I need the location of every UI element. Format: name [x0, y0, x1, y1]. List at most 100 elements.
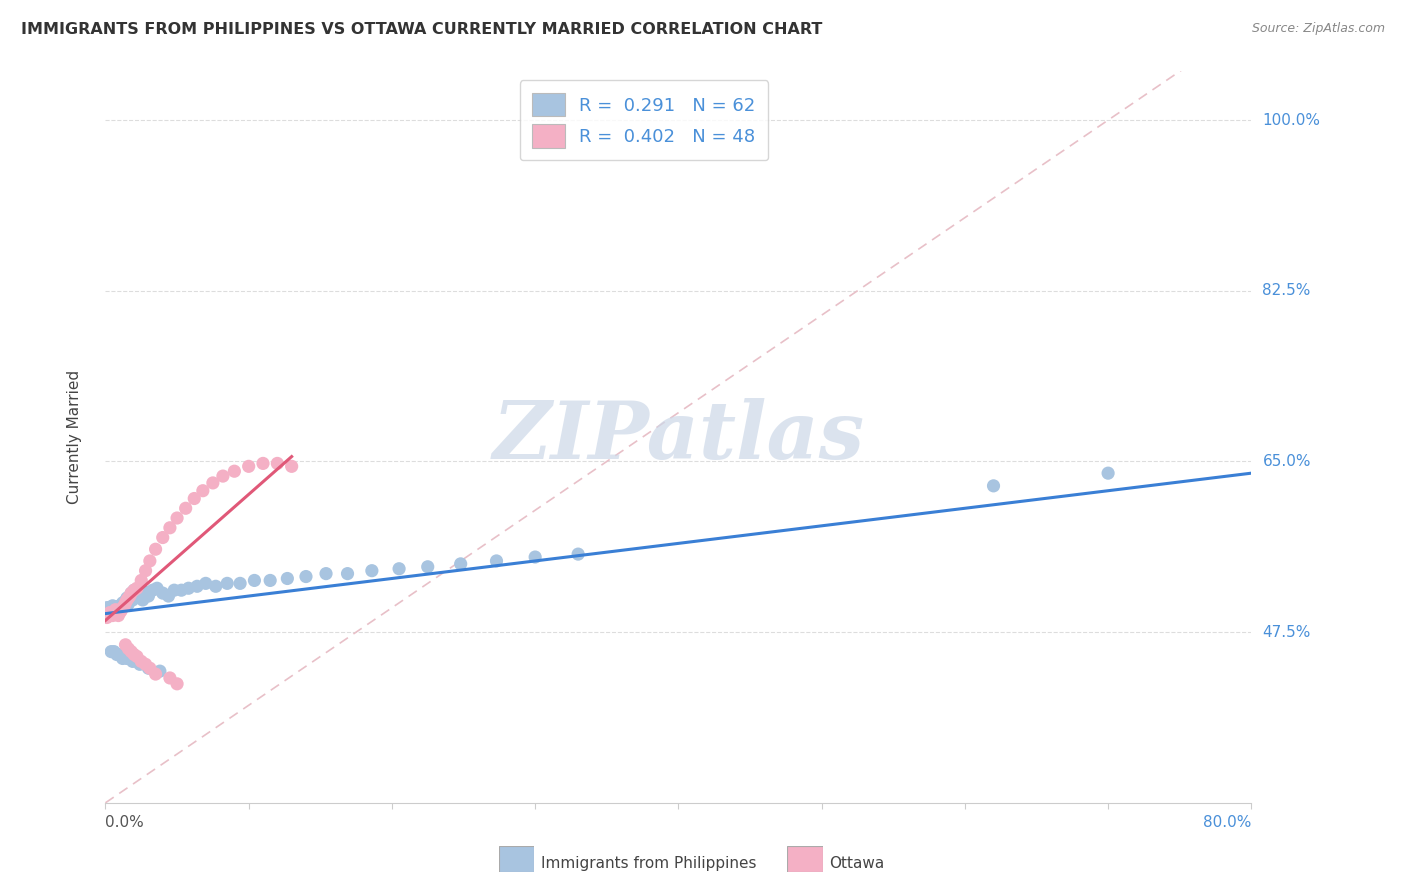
Point — [142, 583, 165, 598]
Point — [152, 531, 174, 545]
Point — [121, 654, 143, 668]
Text: 80.0%: 80.0% — [1204, 814, 1251, 830]
Point — [111, 596, 134, 610]
Point — [152, 586, 174, 600]
Point — [259, 574, 281, 588]
Point — [108, 599, 131, 613]
Point — [131, 593, 153, 607]
Point — [98, 606, 121, 620]
Point — [96, 600, 118, 615]
Point — [98, 600, 121, 615]
Point — [122, 583, 145, 598]
Point — [163, 583, 186, 598]
Text: 100.0%: 100.0% — [1263, 112, 1320, 128]
Point — [118, 589, 141, 603]
Point — [166, 511, 188, 525]
Point — [388, 562, 411, 576]
Point — [139, 661, 162, 675]
Point — [146, 581, 169, 595]
Point — [416, 559, 439, 574]
Point — [229, 576, 252, 591]
Point — [97, 608, 120, 623]
Point — [177, 581, 200, 595]
Point — [194, 576, 217, 591]
Point — [125, 586, 148, 600]
Point — [120, 586, 142, 600]
Point — [983, 479, 1005, 493]
Point — [524, 549, 547, 564]
Point — [145, 667, 167, 681]
Point — [105, 600, 128, 615]
Text: 65.0%: 65.0% — [1263, 454, 1310, 469]
Point — [118, 589, 141, 603]
Point — [159, 521, 181, 535]
Point — [115, 651, 138, 665]
Point — [450, 557, 472, 571]
Point — [186, 579, 208, 593]
Point — [97, 600, 120, 615]
Point — [224, 464, 246, 478]
Point — [114, 596, 136, 610]
Point — [108, 606, 131, 620]
Point — [138, 661, 160, 675]
Point — [266, 457, 288, 471]
Point — [115, 593, 138, 607]
Text: ZIPatlas: ZIPatlas — [492, 399, 865, 475]
Point — [129, 574, 152, 588]
Text: Ottawa: Ottawa — [830, 856, 884, 871]
Text: Source: ZipAtlas.com: Source: ZipAtlas.com — [1251, 22, 1385, 36]
Legend: R =  0.291   N = 62, R =  0.402   N = 48: R = 0.291 N = 62, R = 0.402 N = 48 — [520, 80, 768, 161]
Point — [276, 572, 298, 586]
Point — [567, 547, 589, 561]
Point — [191, 483, 214, 498]
Point — [159, 671, 181, 685]
Point — [104, 603, 127, 617]
Point — [174, 501, 197, 516]
Point — [315, 566, 337, 581]
Point — [111, 651, 134, 665]
Point — [108, 648, 131, 662]
Text: IMMIGRANTS FROM PHILIPPINES VS OTTAWA CURRENTLY MARRIED CORRELATION CHART: IMMIGRANTS FROM PHILIPPINES VS OTTAWA CU… — [21, 22, 823, 37]
Text: 0.0%: 0.0% — [105, 814, 145, 830]
Point — [201, 475, 224, 490]
Point — [115, 591, 138, 605]
Point — [125, 649, 148, 664]
Point — [96, 610, 118, 624]
Point — [166, 677, 188, 691]
Point — [138, 589, 160, 603]
Point — [107, 608, 129, 623]
Point — [243, 574, 266, 588]
Point — [145, 542, 167, 557]
Point — [157, 589, 180, 603]
Point — [149, 664, 172, 678]
Point — [128, 657, 150, 672]
Point — [114, 594, 136, 608]
Point — [105, 648, 128, 662]
Text: 82.5%: 82.5% — [1263, 284, 1310, 298]
Point — [336, 566, 359, 581]
Point — [252, 457, 274, 471]
Point — [100, 607, 122, 621]
Point — [120, 586, 142, 600]
Point — [238, 459, 260, 474]
Point — [360, 564, 382, 578]
Point — [110, 599, 132, 614]
Point — [139, 554, 162, 568]
Point — [129, 654, 152, 668]
Point — [120, 645, 142, 659]
Point — [103, 606, 125, 620]
Point — [135, 564, 157, 578]
Point — [485, 554, 508, 568]
Point — [100, 603, 122, 617]
Text: Immigrants from Philippines: Immigrants from Philippines — [541, 856, 756, 871]
Point — [135, 657, 157, 672]
Point — [128, 589, 150, 603]
Point — [217, 576, 239, 591]
Point — [103, 645, 125, 659]
Point — [135, 585, 157, 599]
Y-axis label: Currently Married: Currently Married — [67, 370, 82, 504]
Point — [117, 591, 139, 605]
Point — [204, 579, 226, 593]
Point — [183, 491, 205, 506]
Point — [111, 600, 134, 615]
